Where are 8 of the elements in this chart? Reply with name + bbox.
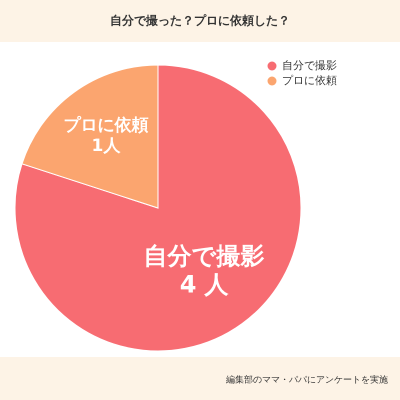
slice-label: 自分で撮影 [144, 242, 265, 270]
text: 編集部のママ・パパにアンケートを実施 [225, 374, 388, 386]
data-label: 1人 [91, 136, 122, 156]
legend-label: プロに依頼 [282, 74, 337, 88]
slice-label: プロに依頼 [63, 116, 148, 136]
chart-title: 自分で撮った？プロに依頼した？ [110, 13, 290, 28]
legend-label: 自分で撮影 [282, 59, 337, 72]
data-label: 4 人 [180, 270, 230, 299]
